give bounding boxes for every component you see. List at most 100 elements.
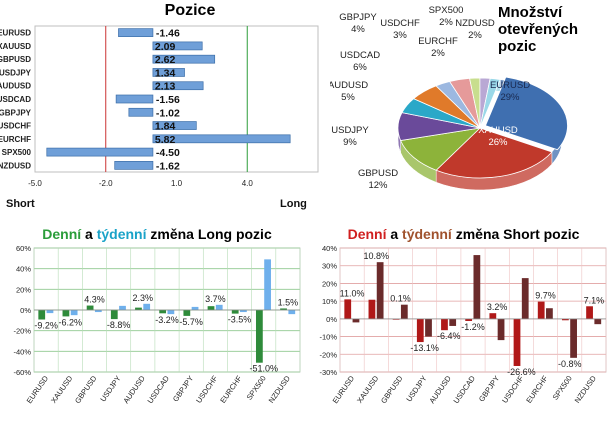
y-tick-label: -20% [13,327,31,336]
value-label: 3.2% [487,302,508,312]
short-title-weekly: týdenní [402,226,452,242]
y-tick-label: 20% [322,279,337,288]
x-tick-label: 1.0 [171,179,183,188]
pie-value-label: 26% [488,137,508,148]
bar-daily [110,310,118,320]
value-label: -6.4% [437,331,461,341]
category-label: USDJPY [0,68,32,77]
pie-label: NZDUSD [455,18,495,29]
value-label: -4.50 [156,147,180,159]
pie-slice [484,76,568,151]
category-label: USDCHF [0,122,31,131]
bar-weekly [240,310,247,313]
category-label: NZDUSD [0,161,31,170]
bar [152,81,204,91]
bar-weekly [376,262,384,319]
pie-label: SPX500 [429,5,464,16]
category-label: GBPJPY [171,374,195,403]
category-label: SPX500 [2,148,32,157]
short-change-title: Denní a týdenní změna Short pozic [316,226,611,242]
bar-weekly [167,310,175,315]
category-label: GBPUSD [379,374,405,406]
y-tick-label: 60% [16,244,31,253]
category-label: SPX500 [245,374,268,402]
bar-weekly [546,308,553,319]
bar-weekly [119,305,126,310]
xlabel-long: Long [280,198,307,210]
value-label: 2.3% [133,293,154,303]
x-tick-label: 4.0 [242,179,254,188]
category-label: AUDUSD [427,374,453,406]
bar-daily [489,313,497,319]
pie-value-label: 5% [341,92,355,103]
category-label: NZDUSD [573,374,599,405]
bar-weekly [400,304,408,319]
pie-label: USDCHF [380,18,420,29]
value-label: -1.56 [156,94,180,106]
pie-value-label: 2% [468,30,482,41]
bar [152,134,291,144]
category-label: XAUUSD [0,42,31,51]
pie-label: USDJPY [331,125,369,136]
bar-weekly [473,255,481,319]
long-change-title: Denní a týdenní změna Long pozic [12,226,302,242]
pie-label: XAUUSD [478,125,518,136]
bar [152,68,185,77]
category-label: XAUUSD [49,374,75,405]
value-label: -26.6% [507,367,536,377]
y-tick-label: 20% [16,285,31,294]
pie-label: GBPJPY [339,12,377,23]
pie-label: USDCAD [340,50,380,61]
bar-daily [62,310,70,317]
long-change-svg: 60% 40% 20% 0% -20% -40% -60% -9.2% EURUSD -6.2% X… [13,244,301,406]
value-label: -1.62 [156,160,180,172]
bar-daily [368,299,376,319]
share-chart: Množství otevřených pozic EURUSD 29% XAUUS… [328,0,613,215]
bar-weekly [288,310,296,315]
bar-daily [344,299,352,319]
value-label: -51.0% [249,364,278,374]
short-change-svg: 40% 30% 20% 10% 0% -10% -20% -30% 11.0% EURUSD 10.… [319,244,607,406]
pie-value-label: 6% [353,62,367,73]
bar-weekly [570,318,577,358]
value-label: -3.2% [155,315,179,325]
bar-weekly [94,310,102,313]
long-title-rest: změna Long pozic [150,226,272,242]
pie-value-label: 29% [500,92,520,103]
category-label: SPX500 [551,374,574,402]
bar-weekly [594,318,602,325]
pie-value-label: 2% [439,17,453,28]
bar [118,28,154,37]
bar [46,147,154,157]
pie-value-label: 4% [351,24,365,35]
pie-value-label: 3% [393,30,407,41]
bar-daily [441,318,448,331]
bar-daily [207,306,215,310]
value-label: -0.8% [558,359,582,369]
category-label: AUDUSD [121,374,147,406]
bar-daily [561,318,569,321]
value-label: 7.1% [584,295,605,305]
category-label: GBPJPY [0,108,32,117]
short-title-rest: změna Short pozic [455,226,580,242]
x-tick-label: -5.0 [28,179,42,188]
y-tick-label: -30% [319,368,337,377]
pie-value-label: 2% [431,48,445,59]
pie-slice [479,77,501,129]
long-title-daily: Denní [42,226,82,242]
bar-daily [416,318,424,343]
positions-svg: EURUSD -1.46 XAUUSD 2.09 GBPUSD 2.62 USDJPY 1.3… [0,25,319,210]
bar-weekly [191,306,199,310]
bar-daily [513,318,521,366]
value-label: 2.13 [155,81,176,93]
y-tick-label: -10% [319,333,337,342]
pie-value-label: 12% [368,180,388,191]
bar-daily [586,306,593,319]
value-label: -13.1% [410,343,439,353]
category-label: USDCAD [0,95,31,104]
bar-daily [159,310,167,314]
value-label: 2.62 [155,54,176,66]
bar [128,107,154,117]
value-label: -1.2% [461,322,485,332]
